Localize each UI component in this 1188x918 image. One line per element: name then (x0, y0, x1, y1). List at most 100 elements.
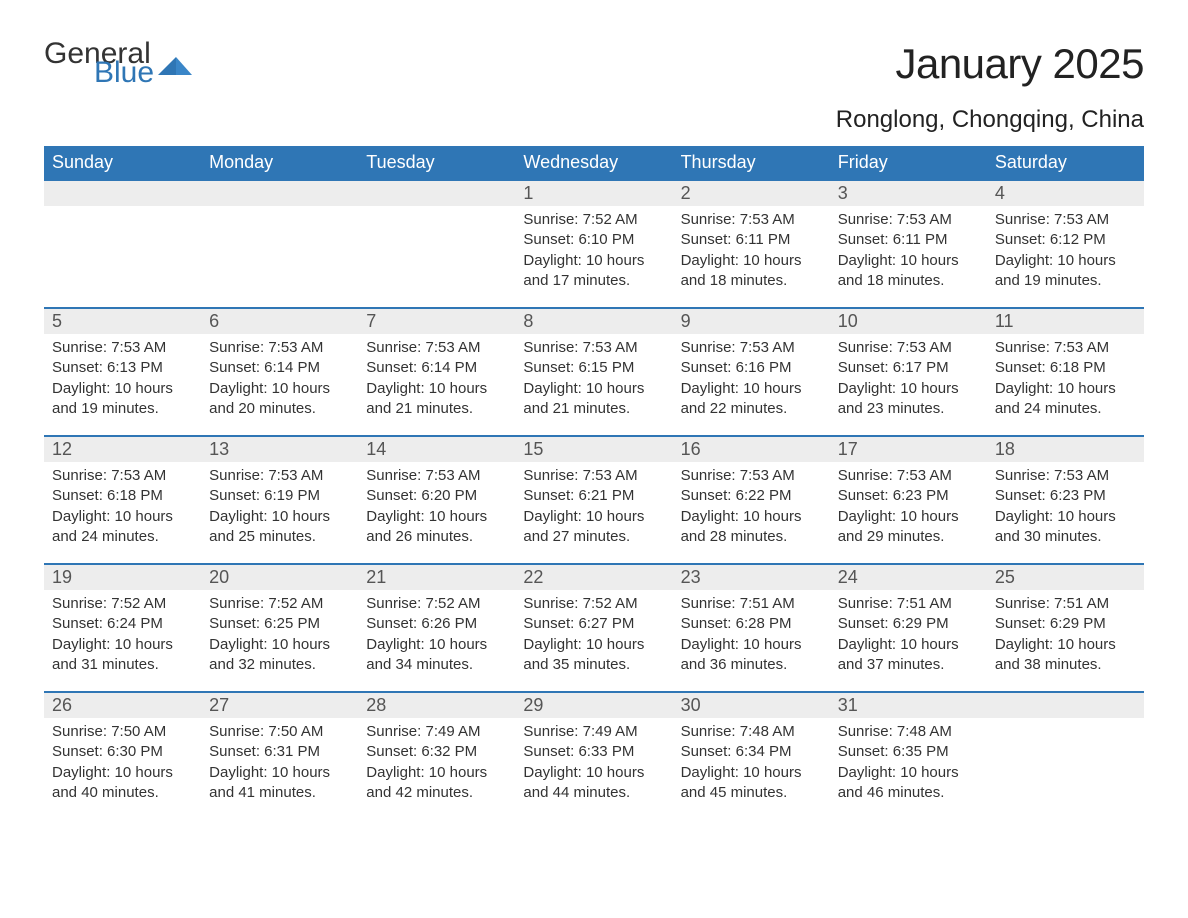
sunrise-text: Sunrise: 7:53 AM (681, 466, 822, 486)
sunset-text: Sunset: 6:11 PM (681, 230, 822, 250)
sunrise-text: Sunrise: 7:51 AM (995, 594, 1136, 614)
calendar-day-cell: 3Sunrise: 7:53 AMSunset: 6:11 PMDaylight… (830, 180, 987, 308)
day-details: Sunrise: 7:53 AMSunset: 6:22 PMDaylight:… (673, 462, 830, 557)
calendar-day-cell: 29Sunrise: 7:49 AMSunset: 6:33 PMDayligh… (515, 692, 672, 820)
day-number: 26 (44, 693, 201, 718)
sunrise-text: Sunrise: 7:49 AM (523, 722, 664, 742)
day-details: Sunrise: 7:51 AMSunset: 6:29 PMDaylight:… (830, 590, 987, 685)
calendar-empty-cell (201, 180, 358, 308)
sunset-text: Sunset: 6:15 PM (523, 358, 664, 378)
daylight-text-line2: and 24 minutes. (995, 399, 1136, 419)
daylight-text-line1: Daylight: 10 hours (366, 379, 507, 399)
sunset-text: Sunset: 6:28 PM (681, 614, 822, 634)
day-number: 13 (201, 437, 358, 462)
sunrise-text: Sunrise: 7:49 AM (366, 722, 507, 742)
sunrise-text: Sunrise: 7:53 AM (995, 210, 1136, 230)
sunset-text: Sunset: 6:22 PM (681, 486, 822, 506)
day-details: Sunrise: 7:53 AMSunset: 6:12 PMDaylight:… (987, 206, 1144, 301)
daylight-text-line1: Daylight: 10 hours (681, 635, 822, 655)
weekday-header: Wednesday (515, 146, 672, 180)
sunset-text: Sunset: 6:10 PM (523, 230, 664, 250)
day-number: 12 (44, 437, 201, 462)
header: General Blue January 2025 Ronglong, Chon… (44, 40, 1144, 140)
daylight-text-line2: and 37 minutes. (838, 655, 979, 675)
day-number: 11 (987, 309, 1144, 334)
sunset-text: Sunset: 6:16 PM (681, 358, 822, 378)
daylight-text-line2: and 41 minutes. (209, 783, 350, 803)
day-number: 17 (830, 437, 987, 462)
daylight-text-line1: Daylight: 10 hours (838, 251, 979, 271)
daylight-text-line2: and 24 minutes. (52, 527, 193, 547)
daylight-text-line1: Daylight: 10 hours (523, 251, 664, 271)
weekday-header-row: SundayMondayTuesdayWednesdayThursdayFrid… (44, 146, 1144, 180)
daylight-text-line2: and 18 minutes. (681, 271, 822, 291)
sunset-text: Sunset: 6:27 PM (523, 614, 664, 634)
day-number: 19 (44, 565, 201, 590)
sunrise-text: Sunrise: 7:53 AM (838, 210, 979, 230)
day-number: 5 (44, 309, 201, 334)
sunset-text: Sunset: 6:18 PM (52, 486, 193, 506)
sunrise-text: Sunrise: 7:52 AM (523, 594, 664, 614)
day-number: 6 (201, 309, 358, 334)
day-number: 7 (358, 309, 515, 334)
calendar-day-cell: 5Sunrise: 7:53 AMSunset: 6:13 PMDaylight… (44, 308, 201, 436)
sunset-text: Sunset: 6:23 PM (838, 486, 979, 506)
sunset-text: Sunset: 6:25 PM (209, 614, 350, 634)
day-number-empty (201, 181, 358, 206)
day-number: 8 (515, 309, 672, 334)
calendar-day-cell: 6Sunrise: 7:53 AMSunset: 6:14 PMDaylight… (201, 308, 358, 436)
day-details: Sunrise: 7:52 AMSunset: 6:26 PMDaylight:… (358, 590, 515, 685)
calendar-day-cell: 24Sunrise: 7:51 AMSunset: 6:29 PMDayligh… (830, 564, 987, 692)
day-number-empty (358, 181, 515, 206)
day-number: 28 (358, 693, 515, 718)
sunrise-text: Sunrise: 7:48 AM (838, 722, 979, 742)
daylight-text-line2: and 45 minutes. (681, 783, 822, 803)
daylight-text-line1: Daylight: 10 hours (838, 763, 979, 783)
daylight-text-line2: and 19 minutes. (52, 399, 193, 419)
daylight-text-line2: and 20 minutes. (209, 399, 350, 419)
day-details: Sunrise: 7:48 AMSunset: 6:35 PMDaylight:… (830, 718, 987, 813)
daylight-text-line2: and 25 minutes. (209, 527, 350, 547)
weekday-header: Thursday (673, 146, 830, 180)
daylight-text-line1: Daylight: 10 hours (838, 379, 979, 399)
sunrise-text: Sunrise: 7:52 AM (523, 210, 664, 230)
day-number-empty (44, 181, 201, 206)
day-number: 15 (515, 437, 672, 462)
weekday-header: Sunday (44, 146, 201, 180)
sunrise-text: Sunrise: 7:53 AM (681, 210, 822, 230)
day-number: 14 (358, 437, 515, 462)
calendar-day-cell: 2Sunrise: 7:53 AMSunset: 6:11 PMDaylight… (673, 180, 830, 308)
sunrise-text: Sunrise: 7:52 AM (366, 594, 507, 614)
daylight-text-line2: and 28 minutes. (681, 527, 822, 547)
daylight-text-line2: and 26 minutes. (366, 527, 507, 547)
weekday-header: Friday (830, 146, 987, 180)
sunrise-text: Sunrise: 7:53 AM (52, 338, 193, 358)
calendar-day-cell: 28Sunrise: 7:49 AMSunset: 6:32 PMDayligh… (358, 692, 515, 820)
sunrise-text: Sunrise: 7:50 AM (52, 722, 193, 742)
sunrise-text: Sunrise: 7:52 AM (209, 594, 350, 614)
day-details: Sunrise: 7:53 AMSunset: 6:11 PMDaylight:… (830, 206, 987, 301)
sunrise-text: Sunrise: 7:53 AM (838, 338, 979, 358)
day-details: Sunrise: 7:53 AMSunset: 6:18 PMDaylight:… (44, 462, 201, 557)
day-number: 22 (515, 565, 672, 590)
sunrise-text: Sunrise: 7:50 AM (209, 722, 350, 742)
sunset-text: Sunset: 6:29 PM (838, 614, 979, 634)
daylight-text-line1: Daylight: 10 hours (995, 635, 1136, 655)
sunset-text: Sunset: 6:12 PM (995, 230, 1136, 250)
day-details: Sunrise: 7:52 AMSunset: 6:27 PMDaylight:… (515, 590, 672, 685)
weekday-header: Tuesday (358, 146, 515, 180)
sunrise-text: Sunrise: 7:53 AM (523, 338, 664, 358)
day-number: 1 (515, 181, 672, 206)
daylight-text-line2: and 27 minutes. (523, 527, 664, 547)
weekday-header: Monday (201, 146, 358, 180)
daylight-text-line2: and 42 minutes. (366, 783, 507, 803)
day-details: Sunrise: 7:53 AMSunset: 6:17 PMDaylight:… (830, 334, 987, 429)
day-number: 16 (673, 437, 830, 462)
day-details: Sunrise: 7:53 AMSunset: 6:16 PMDaylight:… (673, 334, 830, 429)
day-number: 4 (987, 181, 1144, 206)
sunset-text: Sunset: 6:35 PM (838, 742, 979, 762)
day-details: Sunrise: 7:51 AMSunset: 6:28 PMDaylight:… (673, 590, 830, 685)
brand-logo: General Blue (44, 40, 192, 86)
sunset-text: Sunset: 6:13 PM (52, 358, 193, 378)
day-details: Sunrise: 7:48 AMSunset: 6:34 PMDaylight:… (673, 718, 830, 813)
